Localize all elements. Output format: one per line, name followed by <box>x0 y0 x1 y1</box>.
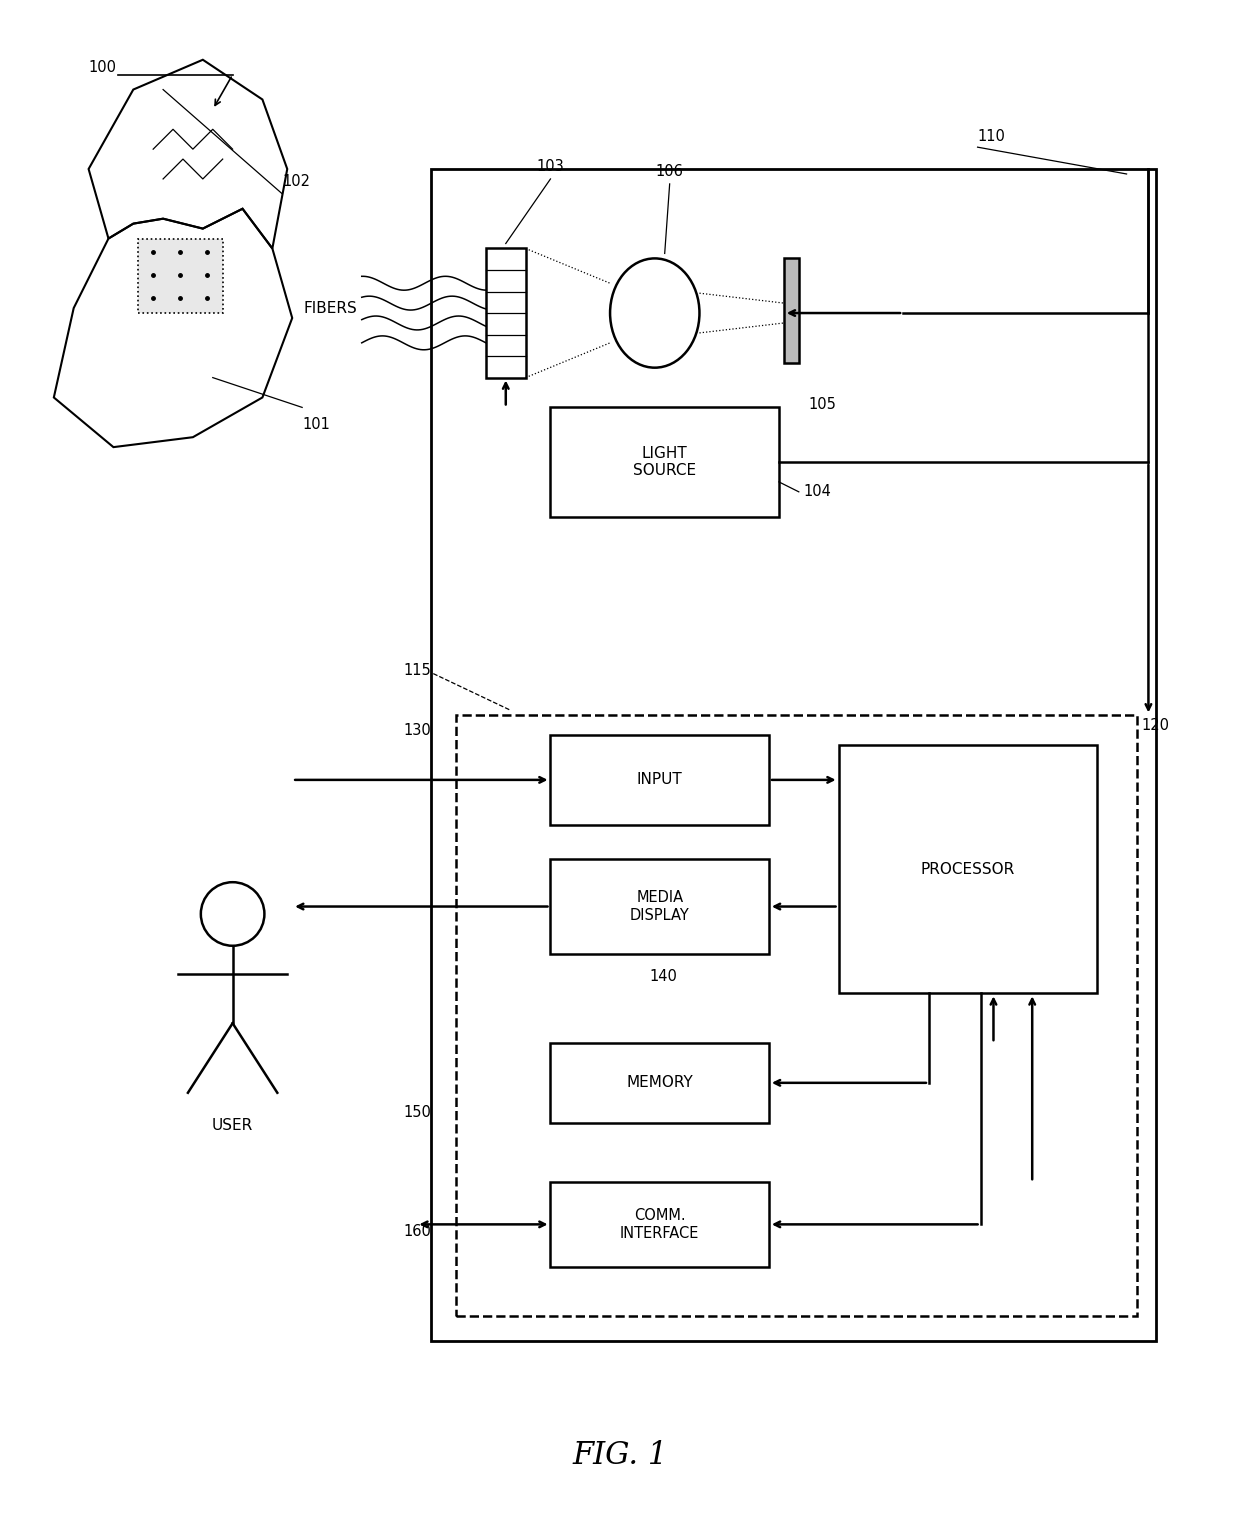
Text: 103: 103 <box>537 159 564 174</box>
Text: 140: 140 <box>650 968 678 984</box>
Bar <box>138 238 223 313</box>
Bar <box>551 735 769 825</box>
Text: PROCESSOR: PROCESSOR <box>920 862 1014 877</box>
Text: MEMORY: MEMORY <box>626 1075 693 1090</box>
Text: 101: 101 <box>303 418 330 432</box>
Text: 110: 110 <box>977 130 1006 145</box>
Bar <box>784 258 799 363</box>
Bar <box>551 407 779 517</box>
Bar <box>432 169 1157 1340</box>
Ellipse shape <box>610 258 699 368</box>
Text: INPUT: INPUT <box>637 772 682 787</box>
Text: 105: 105 <box>808 398 837 412</box>
Text: FIG. 1: FIG. 1 <box>573 1440 667 1470</box>
Text: USER: USER <box>212 1118 253 1133</box>
Text: 160: 160 <box>403 1225 432 1240</box>
Text: COMM.
INTERFACE: COMM. INTERFACE <box>620 1208 699 1240</box>
Text: 150: 150 <box>403 1106 432 1121</box>
Bar <box>551 1182 769 1267</box>
Text: FIBERS: FIBERS <box>303 300 357 316</box>
Text: 120: 120 <box>1142 718 1169 732</box>
Text: 100: 100 <box>88 59 117 75</box>
Text: 115: 115 <box>403 663 432 679</box>
Text: 102: 102 <box>283 174 310 189</box>
Text: MEDIA
DISPLAY: MEDIA DISPLAY <box>630 891 689 923</box>
Text: 130: 130 <box>403 723 432 738</box>
Text: LIGHT
SOURCE: LIGHT SOURCE <box>634 445 697 479</box>
Text: 106: 106 <box>656 165 683 178</box>
Bar <box>551 1043 769 1122</box>
Bar <box>838 746 1096 993</box>
Bar <box>551 860 769 953</box>
Bar <box>486 249 526 378</box>
Text: 104: 104 <box>804 485 832 499</box>
Bar <box>456 715 1137 1316</box>
